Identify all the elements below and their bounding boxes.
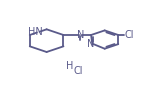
- Text: HN: HN: [28, 27, 42, 37]
- Text: N: N: [77, 30, 84, 40]
- Text: H: H: [66, 61, 74, 71]
- Text: N: N: [87, 39, 94, 49]
- Text: Cl: Cl: [73, 66, 83, 76]
- Text: Cl: Cl: [125, 30, 134, 40]
